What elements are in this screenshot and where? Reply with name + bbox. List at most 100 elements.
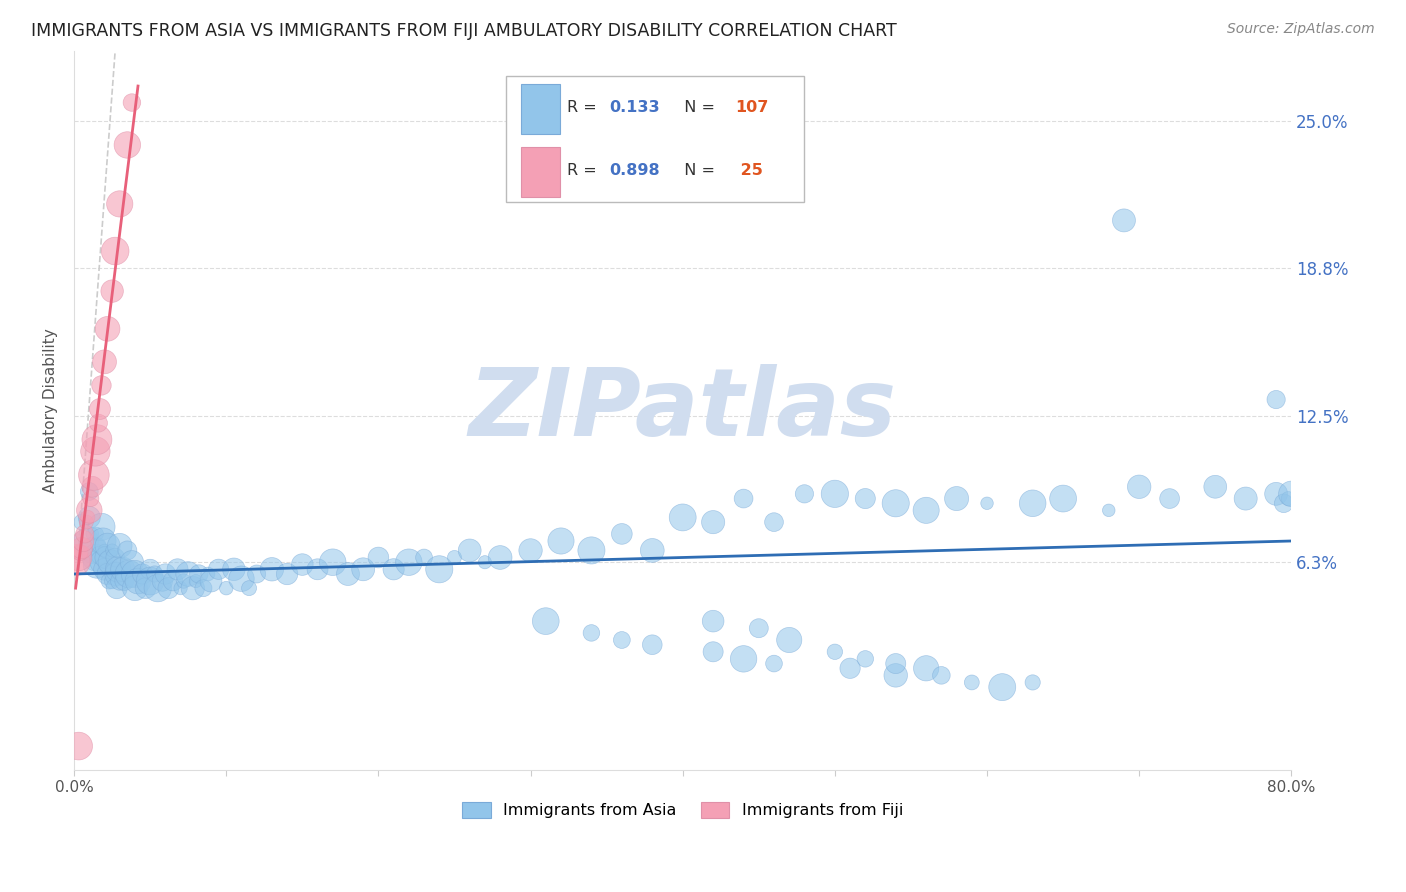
Point (90, 555, 112, 569)
Point (976, 496, 998, 510)
Point (1204, 480, 1226, 494)
Point (79, 484, 101, 499)
Point (778, 632, 800, 647)
Point (70, 515, 93, 529)
Point (169, 581, 191, 595)
Point (97, 322, 120, 336)
Text: R =: R = (567, 162, 602, 178)
Point (581, 626, 603, 640)
Point (121, 555, 143, 569)
Point (884, 496, 907, 510)
Point (238, 581, 260, 595)
Point (550, 533, 572, 548)
Point (1265, 392, 1288, 407)
Point (86, 558, 108, 572)
Point (93, 543, 115, 558)
Point (162, 574, 184, 588)
Point (672, 510, 695, 524)
Point (155, 566, 177, 581)
Point (382, 562, 405, 576)
Text: ZIPatlas: ZIPatlas (468, 364, 897, 456)
Point (1159, 491, 1181, 506)
Point (146, 581, 169, 595)
Point (1021, 496, 1043, 510)
Point (200, 574, 222, 588)
Point (443, 550, 465, 565)
Text: 25: 25 (735, 162, 763, 178)
Point (733, 652, 755, 666)
Point (702, 645, 724, 659)
Point (90, 378, 112, 392)
Point (641, 638, 664, 652)
Text: 107: 107 (735, 100, 769, 115)
Point (75, 533, 97, 548)
Point (733, 491, 755, 506)
Text: 0.133: 0.133 (610, 100, 661, 115)
Point (352, 562, 374, 576)
Point (108, 574, 131, 588)
Point (112, 574, 135, 588)
Point (208, 562, 231, 576)
Text: Source: ZipAtlas.com: Source: ZipAtlas.com (1227, 22, 1375, 37)
Point (135, 581, 157, 595)
Point (73, 527, 96, 541)
Point (1112, 213, 1135, 227)
Point (610, 632, 633, 647)
Point (69, 546, 91, 560)
Point (519, 543, 541, 558)
Point (853, 491, 876, 506)
Point (111, 562, 134, 576)
Point (90, 520, 112, 534)
Point (101, 574, 124, 588)
Point (489, 550, 512, 565)
Point (222, 562, 245, 576)
Point (84, 550, 107, 565)
Point (336, 566, 359, 581)
Point (67, 550, 90, 565)
Point (1128, 480, 1150, 494)
Point (127, 574, 149, 588)
Point (367, 550, 389, 565)
Point (107, 562, 129, 576)
Point (104, 550, 127, 565)
Point (884, 668, 907, 682)
Point (72, 533, 94, 548)
Point (87, 539, 110, 553)
Point (474, 555, 496, 569)
Y-axis label: Ambulatory Disability: Ambulatory Disability (44, 327, 58, 492)
Point (91, 533, 114, 548)
Point (124, 566, 146, 581)
Point (139, 574, 162, 588)
Point (70, 541, 93, 555)
Point (231, 572, 253, 586)
Point (75, 515, 97, 529)
Point (1234, 491, 1257, 506)
Point (100, 555, 122, 569)
FancyBboxPatch shape (520, 147, 560, 197)
Point (1277, 491, 1299, 506)
Point (215, 581, 238, 595)
Point (150, 574, 173, 588)
Point (931, 668, 953, 682)
Text: R =: R = (567, 100, 602, 115)
Point (291, 558, 314, 572)
Point (702, 614, 724, 628)
Point (89, 548, 111, 562)
Point (184, 574, 207, 588)
Point (187, 566, 209, 581)
Point (991, 680, 1014, 694)
Point (177, 566, 200, 581)
Point (260, 562, 283, 576)
Point (98, 574, 121, 588)
Point (173, 574, 195, 588)
Point (139, 562, 162, 576)
Point (915, 503, 938, 517)
Point (458, 543, 481, 558)
Point (276, 566, 298, 581)
Point (398, 555, 420, 569)
Point (118, 566, 141, 581)
Point (84, 444, 107, 458)
Point (1279, 487, 1302, 501)
Point (1265, 487, 1288, 501)
Point (86, 433, 108, 447)
